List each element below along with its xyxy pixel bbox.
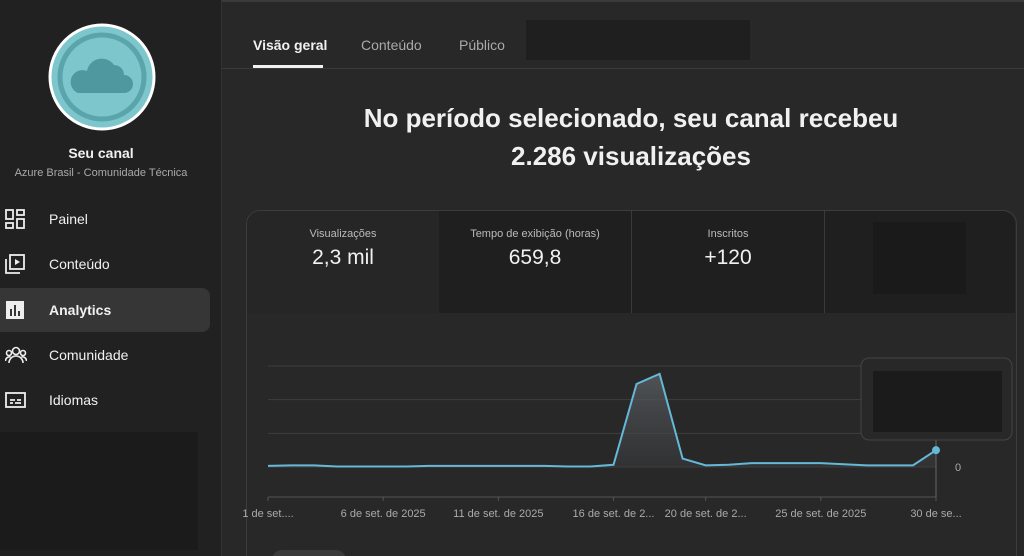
sidebar: Seu canal Azure Brasil - Comunidade Técn… [0, 0, 222, 556]
metric-tab[interactable] [825, 211, 1015, 313]
metric-tab[interactable]: Visualizações 2,3 mil [247, 211, 440, 313]
nav-label: Idiomas [49, 392, 99, 408]
icon [5, 254, 25, 274]
metric-value: 2,3 mil [312, 246, 374, 269]
headline-line: No período selecionado, seu canal recebe… [363, 103, 899, 133]
y-tick-label: 0 [955, 462, 961, 474]
channel-name: Seu canal [68, 145, 134, 161]
nav-item[interactable]: Conteúdo [0, 242, 210, 286]
x-tick-label: 11 de set. de 2025 [453, 508, 543, 520]
nav-label: Analytics [49, 302, 112, 318]
redacted-metric [873, 222, 966, 294]
nav-item[interactable]: Idiomas [0, 378, 210, 422]
redacted-tooltip [873, 371, 1002, 432]
tab[interactable]: Público [459, 37, 505, 53]
nav-item[interactable]: Comunidade [0, 333, 210, 377]
avatar[interactable] [48, 23, 156, 131]
x-tick-label: 16 de set. de 2... [573, 508, 655, 520]
x-tick-label: 6 de set. de 2025 [341, 508, 426, 520]
nav-label: Comunidade [49, 347, 129, 363]
area [268, 373, 936, 467]
tab[interactable]: Visão geral [253, 37, 328, 53]
point [932, 446, 940, 455]
button[interactable] [272, 550, 346, 556]
nav-label: Conteúdo [49, 256, 110, 272]
nav-label: Painel [49, 211, 88, 227]
x-tick-label: 20 de set. de 2... [665, 508, 747, 520]
top-border [222, 0, 1024, 2]
icon [5, 346, 27, 364]
metric-label: Tempo de exibição (horas) [470, 228, 600, 240]
x-tick-label: 30 de se... [910, 508, 961, 520]
nav-item[interactable]: Analytics [0, 288, 210, 332]
tab[interactable]: Conteúdo [361, 37, 422, 53]
line [267, 372, 937, 468]
icon [6, 301, 24, 319]
headline: No período selecionado, seu canal recebe… [246, 99, 1016, 175]
metric-tab[interactable]: Tempo de exibição (horas) 659,8 [439, 211, 632, 313]
tabs-divider [222, 68, 1024, 69]
nav-item[interactable]: Painel [0, 197, 210, 241]
tab-underline [253, 65, 323, 68]
icon [5, 209, 25, 229]
channel-subtitle: Azure Brasil - Comunidade Técnica [14, 167, 188, 179]
icon [5, 392, 26, 408]
redacted-tab [526, 20, 750, 60]
metric-value: +120 [704, 246, 752, 269]
redacted-block [0, 432, 198, 550]
x-tick-label: 25 de set. de 2025 [775, 508, 866, 520]
metric-label: Visualizações [309, 228, 377, 240]
metric-tab[interactable]: Inscritos +120 [632, 211, 825, 313]
headline-line: 2.286 visualizações [511, 141, 751, 171]
metric-value: 659,8 [508, 246, 562, 269]
x-tick-label: 1 de set.... [242, 508, 293, 520]
metric-label: Inscritos [707, 228, 749, 240]
